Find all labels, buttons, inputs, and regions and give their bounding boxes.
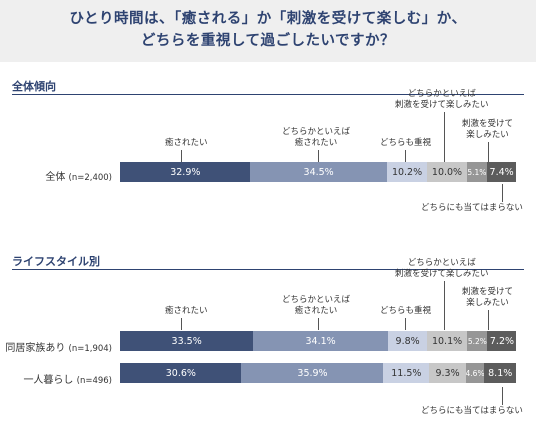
data-label: 9.3% bbox=[435, 367, 460, 379]
row-label-single: 一人暮らし (n=496) bbox=[4, 371, 112, 386]
row-label-family: 同居家族あり (n=1,904) bbox=[4, 339, 112, 354]
leader-line bbox=[318, 318, 319, 330]
title-banner: ひとり時間は、「癒される」か「刺激を受けて楽しむ」か、 どちらを重視して過ごした… bbox=[0, 0, 536, 62]
bar-segment-dochiraka-shigeki: 10.1% bbox=[426, 331, 468, 351]
bar-segment-dochiranimo: 8.1% bbox=[483, 363, 517, 383]
legend-iyasaretai-1: 癒されたい bbox=[165, 138, 208, 148]
data-label: 34.1% bbox=[305, 335, 336, 347]
section-divider-lifestyle bbox=[12, 269, 524, 270]
leader-line bbox=[405, 150, 406, 162]
row-label-text: 同居家族あり bbox=[5, 343, 66, 354]
row-label-n: (n=2,400) bbox=[68, 173, 112, 183]
leader-line bbox=[181, 318, 182, 330]
legend-dochiraka-iyasaretai-2: どちらかといえば 癒されたい bbox=[282, 295, 350, 317]
legend-dochiranimo-1: どちらにも当てはまらない bbox=[421, 203, 523, 213]
bar-segment-dochiraka-iyasaretai: 35.9% bbox=[241, 363, 384, 383]
legend-text: 癒されたい bbox=[294, 306, 338, 316]
leader-line bbox=[181, 150, 182, 162]
bar-segment-dochiranimo: 7.4% bbox=[486, 162, 517, 182]
bar-segment-shigeki: 4.6% bbox=[465, 363, 485, 383]
legend-text: どちらかといえば bbox=[282, 127, 351, 137]
leader-line bbox=[502, 387, 503, 405]
chart-title-line1: ひとり時間は、「癒される」か「刺激を受けて楽しむ」か、 bbox=[69, 11, 467, 27]
legend-dochiraka-shigeki-2: どちらかといえば 刺激を受けて楽しみたい bbox=[395, 258, 489, 280]
row-label-text: 全体 bbox=[45, 172, 66, 183]
leader-line bbox=[488, 310, 489, 330]
legend-text: 刺激を受けて楽しみたい bbox=[395, 100, 489, 110]
legend-text: どちらかといえば bbox=[282, 295, 351, 305]
bar-segment-shigeki: 5.1% bbox=[466, 162, 488, 182]
row-label-n: (n=496) bbox=[76, 376, 112, 386]
leader-line bbox=[488, 142, 489, 162]
bar-segment-dochiraka-shigeki: 9.3% bbox=[428, 363, 467, 383]
data-label: 10.2% bbox=[391, 166, 423, 178]
row-label-n: (n=1,904) bbox=[68, 344, 112, 354]
bar-segment-dochiranimo: 7.2% bbox=[487, 331, 517, 351]
legend-shigeki-2: 刺激を受けて 楽しみたい bbox=[462, 287, 513, 309]
bar-segment-shigeki: 5.2% bbox=[466, 331, 488, 351]
legend-text: 刺激を受けて楽しみたい bbox=[395, 269, 489, 279]
legend-dochiraka-iyasaretai-1: どちらかといえば 癒されたい bbox=[282, 127, 350, 149]
data-label: 35.9% bbox=[297, 367, 328, 379]
section-title-overall: 全体傾向 bbox=[12, 80, 56, 93]
bar-segment-dochiraka-iyasaretai: 34.1% bbox=[252, 331, 389, 351]
leader-line bbox=[405, 318, 406, 330]
legend-dochiranimo-2: どちらにも当てはまらない bbox=[421, 406, 523, 416]
legend-iyasaretai-2: 癒されたい bbox=[165, 306, 208, 316]
data-label: 34.5% bbox=[303, 166, 334, 178]
row-label-overall: 全体 (n=2,400) bbox=[4, 168, 112, 183]
section-title-lifestyle: ライフスタイル別 bbox=[12, 255, 100, 268]
legend-text: 楽しみたい bbox=[466, 298, 509, 308]
data-label: 5.1% bbox=[467, 167, 487, 177]
data-label: 11.5% bbox=[391, 367, 422, 379]
legend-text: 刺激を受けて bbox=[462, 287, 514, 297]
bar-segment-dochiramo: 10.2% bbox=[386, 162, 428, 182]
leader-line bbox=[444, 112, 445, 162]
legend-dochiramo-1: どちらも重視 bbox=[380, 138, 432, 148]
legend-text: 楽しみたい bbox=[466, 130, 509, 140]
bar-segment-iyasaretai: 32.9% bbox=[120, 162, 251, 182]
legend-text: 癒されたい bbox=[294, 138, 338, 148]
bar-segment-dochiramo: 9.8% bbox=[387, 331, 428, 351]
leader-line bbox=[318, 150, 319, 162]
row-label-text: 一人暮らし bbox=[23, 375, 74, 386]
data-label: 30.6% bbox=[165, 367, 196, 379]
legend-dochiramo-2: どちらも重視 bbox=[380, 306, 432, 316]
data-label: 5.2% bbox=[467, 336, 487, 346]
chart-title-line2: どちらを重視して過ごしたいですか？ bbox=[140, 33, 396, 49]
bar-segment-dochiraka-iyasaretai: 34.5% bbox=[250, 162, 388, 182]
bar-segment-iyasaretai: 30.6% bbox=[120, 363, 242, 383]
legend-dochiraka-shigeki-1: どちらかといえば 刺激を受けて楽しみたい bbox=[395, 89, 489, 111]
legend-text: どちらかといえば bbox=[407, 258, 476, 268]
data-label: 4.6% bbox=[465, 368, 485, 378]
data-label: 8.1% bbox=[488, 367, 513, 379]
legend-shigeki-1: 刺激を受けて 楽しみたい bbox=[462, 119, 513, 141]
bar-segment-dochiraka-shigeki: 10.0% bbox=[426, 162, 468, 182]
leader-line bbox=[502, 184, 503, 202]
section-divider-overall bbox=[12, 94, 524, 95]
data-label: 10.0% bbox=[431, 166, 463, 178]
legend-text: 刺激を受けて bbox=[462, 119, 514, 129]
data-label: 10.1% bbox=[431, 335, 463, 347]
leader-line bbox=[444, 281, 445, 330]
data-label: 7.2% bbox=[489, 335, 515, 347]
data-label: 9.8% bbox=[395, 335, 420, 347]
legend-text: どちらかといえば bbox=[407, 89, 476, 99]
bar-segment-dochiramo: 11.5% bbox=[383, 363, 430, 383]
bar-segment-iyasaretai: 33.5% bbox=[120, 331, 254, 351]
data-label: 7.4% bbox=[489, 166, 514, 178]
data-label: 33.5% bbox=[171, 335, 202, 347]
data-label: 32.9% bbox=[170, 166, 201, 178]
